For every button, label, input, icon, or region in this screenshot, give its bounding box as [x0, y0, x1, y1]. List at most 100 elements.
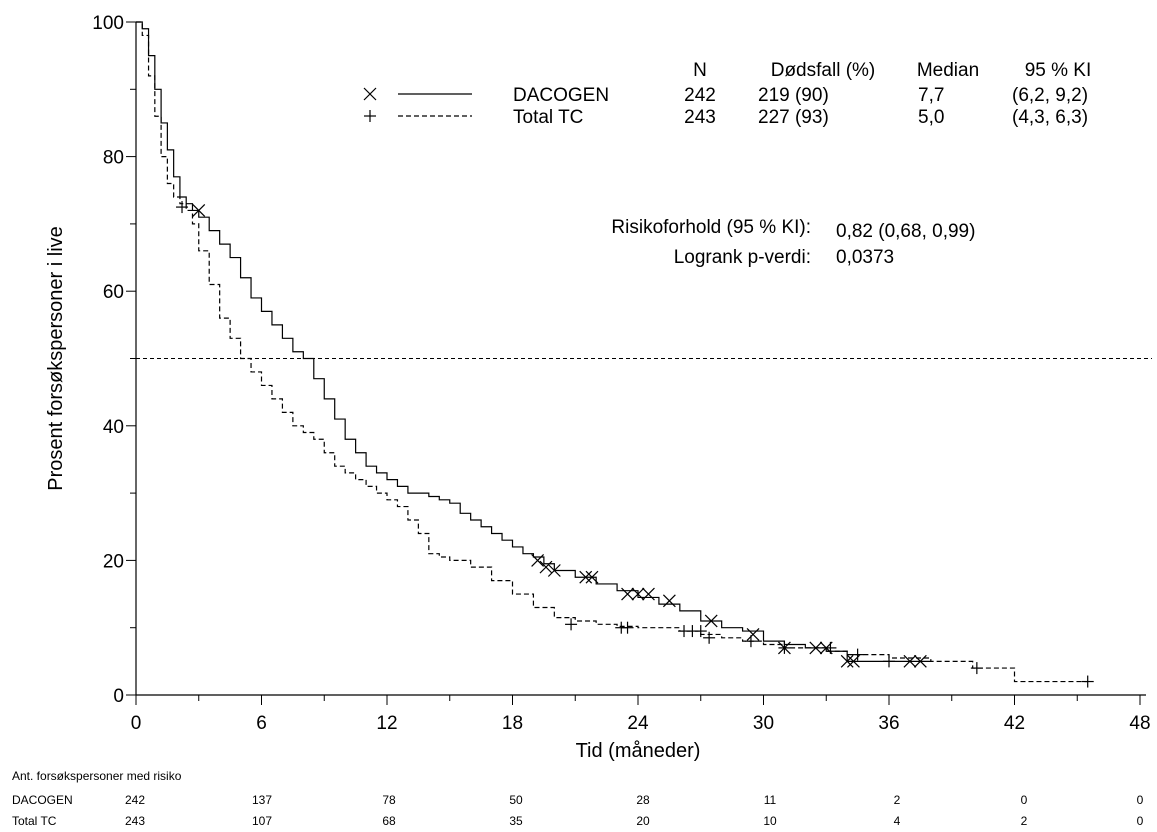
risk-cell: 0 — [1021, 793, 1028, 807]
total-tc-censor-marker — [970, 662, 983, 675]
x-marker-stroke — [913, 654, 927, 668]
dacogen-censor-marker — [704, 614, 718, 628]
legend-dacogen-marker — [363, 87, 377, 101]
total-tc-censor-marker — [778, 641, 791, 654]
legend-series-name: DACOGEN — [513, 85, 609, 106]
x-tick-label: 48 — [1129, 713, 1150, 734]
y-tick-label: 80 — [103, 148, 124, 169]
y-axis-title: Prosent forsøkspersoner i live — [45, 226, 67, 491]
x-marker-stroke — [903, 654, 917, 668]
x-marker-stroke — [579, 570, 593, 584]
y-tick-label: 20 — [103, 551, 124, 572]
x-tick-label: 36 — [878, 713, 899, 734]
y-tick-label: 60 — [103, 282, 124, 303]
dacogen-censor-marker — [539, 560, 553, 574]
stat-label: Risikoforhold (95 % KI): — [611, 217, 811, 238]
dacogen-censor-marker — [531, 553, 545, 567]
x-tick-label: 0 — [131, 713, 142, 734]
stat-value: 0,0373 — [836, 247, 894, 268]
legend-header: N — [693, 60, 707, 81]
dacogen-censor-marker — [192, 204, 206, 217]
legend-header: Dødsfall (%) — [771, 60, 876, 81]
risk-cell: 243 — [125, 814, 145, 828]
risk-cell: 50 — [509, 793, 523, 807]
dacogen-censor-marker — [662, 594, 676, 608]
total-tc-censor-marker — [824, 641, 837, 654]
risk-cell: 107 — [252, 814, 272, 828]
x-marker-stroke — [642, 587, 655, 601]
legend-ci-value: (4,3, 6,3) — [1012, 107, 1088, 128]
statistics-annotation: Risikoforhold (95 % KI): 0,82 (0,68, 0,99… — [611, 217, 975, 268]
x-marker-stroke — [704, 614, 718, 628]
total-tc-censor-marker — [851, 648, 864, 661]
dacogen-censor-marker — [579, 570, 593, 584]
x-marker-stroke — [585, 570, 599, 584]
risk-cell: 4 — [894, 814, 901, 828]
dacogen-censor-marker — [746, 628, 760, 641]
total-tc-censor-marker — [621, 621, 634, 634]
dacogen-censor-marker — [631, 587, 645, 601]
risk-table-title: Ant. forsøkspersoner med risiko — [12, 769, 182, 783]
legend-n-value: 243 — [684, 107, 716, 128]
risk-cell: 0 — [1137, 793, 1144, 807]
total-tc-censor-marker — [176, 201, 189, 214]
total-tc-censor-marker — [1081, 675, 1094, 688]
total-tc-censor-marker — [744, 635, 757, 648]
legend-ci-value: (6,2, 9,2) — [1012, 85, 1088, 106]
risk-cell: 78 — [382, 793, 396, 807]
risk-cell: 68 — [382, 814, 396, 828]
dacogen-censor-marker — [840, 654, 854, 668]
x-axis-title: Tid (måneder) — [576, 740, 701, 762]
stat-label: Logrank p-verdi: — [674, 247, 811, 268]
x-marker-stroke — [531, 553, 545, 567]
plot-area — [136, 21, 1152, 688]
y-tick-label: 0 — [113, 686, 124, 707]
y-tick-label: 40 — [103, 417, 124, 438]
x-marker-stroke — [746, 628, 760, 641]
x-tick-label: 12 — [376, 713, 397, 734]
x-tick-label: 30 — [753, 713, 774, 734]
x-marker-stroke — [547, 564, 561, 577]
dacogen-censor-marker — [642, 587, 655, 601]
x-marker-stroke — [539, 560, 553, 574]
y-tick-label: 100 — [92, 13, 124, 34]
x-tick-label: 6 — [256, 713, 267, 734]
legend-total-tc-marker — [364, 110, 376, 122]
total-tc-censor-marker — [703, 631, 716, 644]
risk-cell: 11 — [764, 793, 777, 807]
total-tc-censor-marker — [565, 618, 578, 631]
dacogen-censor-marker — [903, 654, 917, 668]
dacogen-censor-marker — [913, 654, 927, 668]
risk-cell: 35 — [509, 814, 523, 828]
dacogen-censor-marker — [547, 564, 561, 577]
x-marker-stroke — [662, 594, 676, 608]
x-marker-stroke — [192, 204, 206, 217]
legend-median-value: 7,7 — [918, 85, 944, 106]
x-tick-label: 42 — [1004, 713, 1025, 734]
risk-cell: 137 — [252, 793, 272, 807]
dacogen-survival-curve — [136, 21, 931, 662]
risk-cell: 0 — [1137, 814, 1144, 828]
risk-cell: 242 — [125, 793, 145, 807]
risk-cell: 20 — [636, 814, 650, 828]
risk-row-label: DACOGEN — [12, 793, 73, 807]
legend-deaths-value: 219 (90) — [758, 85, 829, 106]
legend-header: Median — [917, 60, 979, 81]
stat-value: 0,82 (0,68, 0,99) — [836, 221, 975, 242]
x-marker-stroke — [631, 587, 645, 601]
legend-header: 95 % KI — [1025, 60, 1092, 81]
total-tc-survival-curve — [136, 21, 1088, 683]
risk-cell: 2 — [894, 793, 901, 807]
risk-cell: 10 — [763, 814, 777, 828]
dacogen-censor-marker — [585, 570, 599, 584]
total-tc-censor-marker — [883, 655, 895, 668]
risk-row-label: Total TC — [12, 814, 57, 828]
x-marker-stroke — [840, 654, 854, 668]
x-tick-label: 18 — [502, 713, 523, 734]
x-marker-stroke — [363, 87, 377, 101]
dacogen-censor-marker — [621, 587, 634, 601]
legend-series-name: Total TC — [513, 107, 583, 128]
legend: N Dødsfall (%) Median 95 % KI DACOGEN 242 219 … — [363, 60, 1092, 128]
